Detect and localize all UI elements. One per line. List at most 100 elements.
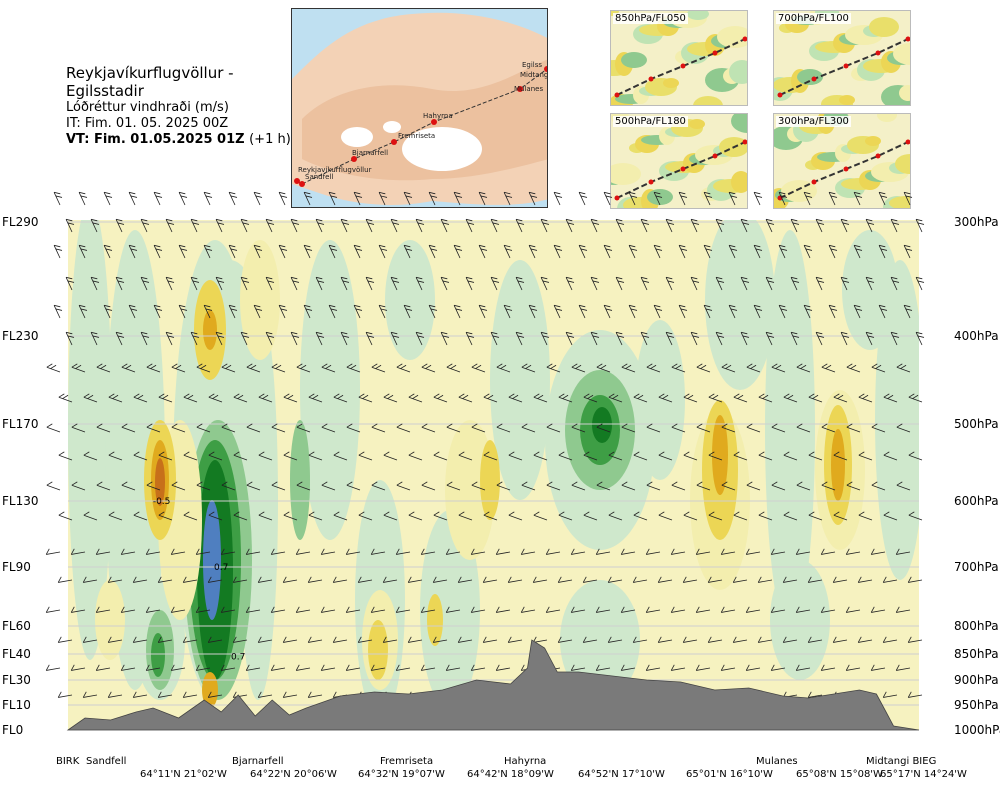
flight-level-label: FL130 — [2, 494, 39, 508]
waypoint-name: Bjarnarfell — [232, 756, 284, 767]
barb-shaft — [883, 454, 898, 461]
wind-barb — [195, 606, 211, 613]
wind-barb — [620, 548, 636, 555]
wind-barb — [553, 191, 563, 206]
wind-barb — [708, 511, 723, 521]
wind-barb — [71, 363, 86, 373]
barb-feather — [700, 364, 707, 369]
barb-shaft — [896, 366, 911, 373]
barb-shaft — [883, 694, 898, 698]
wind-barb — [745, 664, 761, 671]
barb-feather — [545, 548, 550, 555]
barb-feather — [562, 394, 569, 399]
barb-feather — [145, 606, 150, 613]
barb-feather — [705, 248, 713, 251]
barb-feather — [357, 576, 362, 583]
barb-shaft — [908, 454, 923, 461]
barb-shaft — [590, 332, 598, 346]
barb-feather — [246, 423, 253, 428]
wind-barb — [808, 511, 823, 521]
barb-feather — [578, 191, 586, 195]
barb-shaft — [833, 639, 848, 643]
barb-shaft — [753, 305, 761, 319]
barb-feather — [130, 195, 138, 198]
barb-feather — [512, 394, 519, 399]
barb-feather — [83, 393, 90, 398]
barb-feather — [283, 511, 290, 516]
barb-shaft — [46, 366, 61, 373]
barb-shaft — [553, 245, 561, 259]
wind-barb — [83, 511, 98, 521]
barb-feather — [642, 335, 650, 338]
barb-feather — [546, 423, 553, 428]
barb-feather — [640, 276, 648, 280]
barb-shaft — [208, 454, 223, 461]
barb-feather — [246, 363, 253, 368]
barb-feather — [465, 276, 473, 280]
barb-feather — [490, 276, 498, 280]
wind-barb — [807, 636, 823, 643]
wind-barb — [265, 218, 275, 233]
field-blob — [368, 620, 388, 680]
barb-feather — [528, 244, 536, 248]
wind-barb — [658, 451, 673, 461]
barb-feather — [307, 636, 312, 643]
barb-feather — [58, 393, 65, 398]
field-blob — [592, 407, 612, 443]
barb-feather — [78, 191, 86, 195]
barb-shaft — [253, 192, 261, 206]
barb-shaft — [183, 694, 198, 698]
barb-feather — [580, 308, 588, 311]
barb-feather — [732, 636, 737, 643]
wind-barb — [178, 304, 188, 319]
barb-feather — [467, 222, 475, 225]
barb-feather — [415, 331, 423, 335]
barb-feather — [228, 191, 236, 195]
wind-barb — [370, 548, 386, 555]
barb-shaft — [858, 639, 873, 643]
wind-barb — [540, 276, 550, 291]
barb-feather — [782, 636, 787, 643]
barb-shaft — [283, 396, 298, 403]
wind-barb — [321, 423, 336, 433]
barb-feather — [587, 394, 594, 399]
barb-feather — [796, 481, 803, 486]
barb-feather — [908, 393, 915, 398]
barb-shaft — [671, 609, 686, 613]
barb-feather — [157, 691, 162, 698]
panel-route-point — [680, 166, 686, 172]
wind-barb — [332, 576, 348, 583]
barb-feather — [92, 335, 100, 338]
barb-shaft — [783, 396, 798, 403]
wind-barb — [90, 331, 100, 346]
wind-barb — [353, 244, 363, 259]
barb-feather — [240, 331, 248, 335]
barb-shaft — [483, 514, 498, 521]
wind-barb — [871, 481, 886, 491]
barb-shaft — [333, 514, 348, 521]
wind-barb — [108, 451, 123, 461]
barb-shaft — [290, 219, 298, 233]
barb-feather — [340, 218, 348, 222]
wind-barb — [345, 548, 361, 555]
barb-shaft — [158, 639, 173, 643]
wind-barb — [220, 548, 236, 555]
panel-850hpa[interactable]: 850hPa/FL050 — [610, 10, 748, 106]
wind-barb — [390, 218, 400, 233]
barb-shaft — [196, 366, 211, 373]
barb-shaft — [678, 305, 686, 319]
wind-barb — [533, 451, 548, 461]
wind-barb — [370, 664, 386, 671]
pressure-label: 800hPa — [954, 619, 999, 633]
barb-shaft — [578, 245, 586, 259]
barb-feather — [303, 191, 311, 195]
barb-shaft — [683, 454, 698, 461]
wind-barb — [482, 576, 498, 583]
wind-barb — [140, 218, 150, 233]
barb-feather — [758, 393, 765, 398]
barb-shaft — [365, 277, 373, 291]
field-blob — [68, 220, 112, 660]
wind-barb — [728, 191, 738, 206]
panel-700hpa[interactable]: 700hPa/FL100 — [773, 10, 911, 106]
barb-feather — [733, 511, 740, 516]
